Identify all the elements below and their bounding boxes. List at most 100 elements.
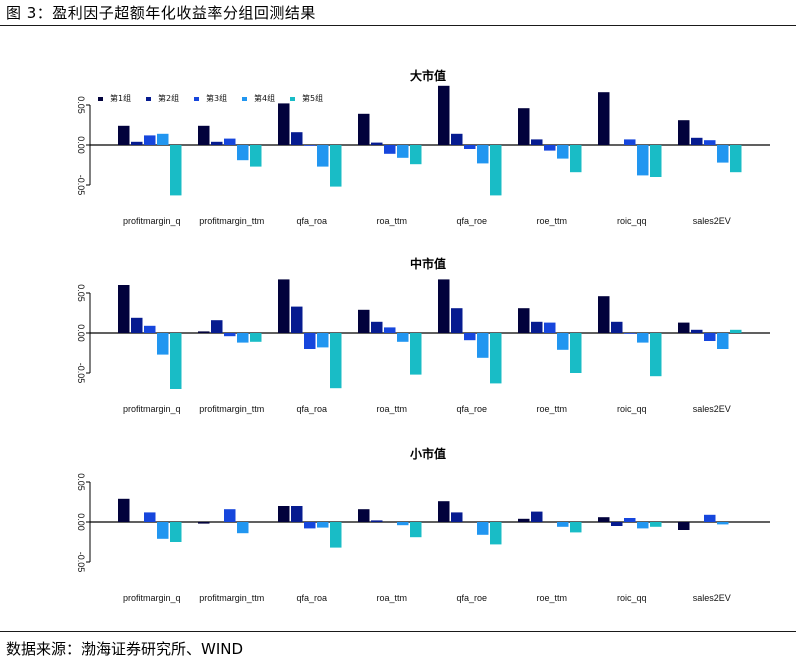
bar xyxy=(464,145,476,149)
legend-label: 第3组 xyxy=(206,93,227,103)
bar xyxy=(704,514,716,522)
bar xyxy=(371,520,383,522)
bar xyxy=(570,333,582,373)
bar xyxy=(477,522,489,535)
bar xyxy=(317,145,329,167)
bar xyxy=(451,512,463,522)
bar xyxy=(118,285,130,333)
bar xyxy=(557,333,569,350)
bar xyxy=(611,522,623,526)
category-label: qfa_roa xyxy=(296,404,327,414)
bar xyxy=(650,333,662,377)
category-label: profitmargin_ttm xyxy=(199,216,264,226)
legend-label: 第1组 xyxy=(110,93,131,103)
bar xyxy=(531,139,543,145)
category-label: roa_ttm xyxy=(376,404,407,414)
bar xyxy=(518,518,530,522)
bar xyxy=(717,145,729,163)
bar xyxy=(250,145,262,167)
bar xyxy=(611,321,623,333)
bar xyxy=(451,308,463,333)
bar xyxy=(704,140,716,145)
bar xyxy=(544,322,556,333)
y-tick-label: -0.05 xyxy=(76,175,86,196)
bar xyxy=(211,320,223,333)
bar xyxy=(477,145,489,164)
bar xyxy=(637,522,649,529)
bar xyxy=(570,145,582,173)
bar xyxy=(557,522,569,527)
bar xyxy=(304,145,316,146)
category-label: roic_qq xyxy=(617,593,647,603)
bar xyxy=(278,506,290,522)
bar xyxy=(384,145,396,154)
y-tick-label: 0.05 xyxy=(76,284,86,302)
legend-swatch xyxy=(290,97,295,101)
bar xyxy=(650,522,662,527)
bar xyxy=(157,333,169,355)
bar xyxy=(144,325,156,333)
category-label: profitmargin_q xyxy=(123,216,181,226)
bar xyxy=(330,522,342,548)
bar xyxy=(224,138,236,145)
bar xyxy=(144,135,156,145)
top-divider xyxy=(0,25,796,26)
bar xyxy=(291,306,303,333)
category-label: roic_qq xyxy=(617,404,647,414)
bar xyxy=(730,329,742,333)
bar xyxy=(224,333,236,337)
category-label: qfa_roe xyxy=(456,404,487,414)
bar xyxy=(170,333,182,389)
bar xyxy=(397,522,409,526)
bar xyxy=(717,522,729,525)
category-label: sales2EV xyxy=(693,404,731,414)
bar xyxy=(490,333,502,384)
bar xyxy=(451,133,463,145)
bar xyxy=(598,517,610,522)
bar xyxy=(304,333,316,349)
bar xyxy=(278,279,290,333)
bar xyxy=(410,522,422,538)
bar xyxy=(691,137,703,145)
bar xyxy=(624,139,636,145)
bar xyxy=(557,145,569,159)
bar xyxy=(198,522,210,524)
bar xyxy=(358,509,370,522)
bar xyxy=(371,142,383,145)
bar xyxy=(410,333,422,375)
bar xyxy=(637,145,649,176)
bar xyxy=(237,333,249,343)
bar xyxy=(330,145,342,187)
category-label: roe_ttm xyxy=(536,593,567,603)
y-tick-label: 0.00 xyxy=(76,513,86,531)
bar xyxy=(144,512,156,522)
bar xyxy=(397,145,409,158)
bar xyxy=(304,522,316,529)
y-tick-label: 0.05 xyxy=(76,96,86,114)
bar xyxy=(330,333,342,389)
category-label: profitmargin_ttm xyxy=(199,593,264,603)
bar xyxy=(131,141,143,145)
category-label: qfa_roe xyxy=(456,593,487,603)
bar xyxy=(291,132,303,145)
bar xyxy=(624,333,636,334)
y-tick-label: 0.00 xyxy=(76,324,86,342)
bar xyxy=(531,511,543,522)
bar xyxy=(397,333,409,342)
bar xyxy=(624,518,636,522)
bar xyxy=(730,145,742,173)
bar xyxy=(358,113,370,145)
bar xyxy=(131,317,143,333)
bar xyxy=(570,522,582,533)
bar xyxy=(678,322,690,333)
bar xyxy=(224,509,236,522)
bar xyxy=(544,145,556,151)
category-label: profitmargin_q xyxy=(123,404,181,414)
legend-label: 第2组 xyxy=(158,93,179,103)
legend-label: 第4组 xyxy=(254,93,275,103)
bar xyxy=(170,145,182,196)
bar xyxy=(410,145,422,165)
bar xyxy=(518,308,530,333)
legend-swatch xyxy=(146,97,151,101)
